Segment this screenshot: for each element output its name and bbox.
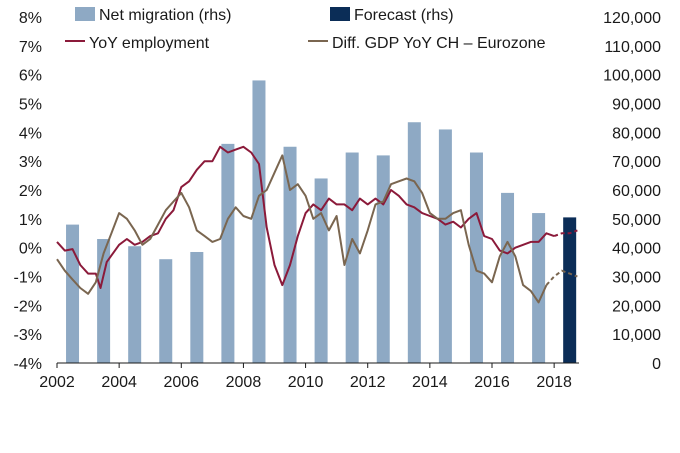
x-ticks: 2002 2004 2006 2008 2010 2012 2014 2016 2018 [39, 363, 572, 391]
legend: Net migration (rhs) Forecast (rhs) YoY e… [65, 7, 546, 52]
y-left-tick-label: 2% [19, 183, 42, 200]
y-left-ticks: 8% 7% 6% 5% 4% 3% 2% 1% 0% -1% -2% -3% -4% [14, 10, 42, 373]
y-left-tick-label: 0% [19, 241, 42, 258]
legend-label-net-migration: Net migration (rhs) [99, 7, 231, 24]
legend-label-forecast: Forecast (rhs) [354, 7, 454, 24]
x-tick-label: 2006 [163, 374, 199, 391]
x-tick-label: 2008 [226, 374, 262, 391]
bar [128, 246, 142, 363]
y-left-tick-label: 1% [19, 212, 42, 229]
y-left-tick-label: -3% [14, 327, 42, 344]
y-right-tick-label: 70,000 [612, 154, 661, 171]
bar [563, 217, 577, 363]
legend-swatch-forecast [330, 7, 350, 21]
y-right-tick-label: 60,000 [612, 183, 661, 200]
y-right-tick-label: 100,000 [603, 68, 661, 85]
axes-layer: 2002 2004 2006 2008 2010 2012 2014 2016 2018 8% 7… [14, 10, 662, 391]
y-left-tick-label: 4% [19, 125, 42, 142]
y-left-tick-label: 6% [19, 68, 42, 85]
bar [469, 152, 483, 363]
y-right-tick-label: 110,000 [604, 39, 661, 56]
legend-swatch-net-migration [75, 7, 95, 21]
y-right-tick-label: 0 [652, 356, 661, 373]
bar [532, 213, 546, 363]
bars-layer [66, 80, 577, 363]
y-right-tick-label: 10,000 [612, 327, 661, 344]
bar [501, 192, 515, 363]
y-right-tick-label: 50,000 [612, 212, 661, 229]
bar [159, 259, 173, 363]
bar [438, 129, 452, 363]
y-right-tick-label: 40,000 [612, 241, 661, 258]
y-right-tick-label: 20,000 [612, 298, 661, 315]
bar [97, 239, 111, 363]
y-right-tick-label: 120,000 [603, 10, 661, 27]
y-left-tick-label: 8% [19, 10, 42, 27]
x-tick-label: 2016 [474, 374, 510, 391]
y-left-tick-label: -4% [14, 356, 42, 373]
line-diff-gdp-yoy-ch-eurozone [56, 154, 548, 304]
bar [314, 178, 328, 363]
y-left-tick-label: -2% [14, 298, 42, 315]
x-tick-label: 2014 [412, 374, 448, 391]
x-tick-label: 2010 [288, 374, 324, 391]
legend-label-gdp-diff: Diff. GDP YoY CH – Eurozone [332, 35, 546, 52]
y-right-ticks: 120,000 110,000 100,000 90,000 80,000 70,000 6… [603, 10, 661, 373]
bar [221, 143, 235, 363]
bar [283, 146, 297, 363]
bar [190, 251, 204, 363]
lines-layer [56, 145, 578, 304]
y-right-tick-label: 80,000 [612, 125, 661, 142]
y-left-tick-label: 5% [19, 97, 42, 114]
y-left-tick-label: -1% [14, 270, 42, 287]
y-right-tick-label: 30,000 [612, 270, 661, 287]
x-tick-label: 2002 [39, 374, 75, 391]
x-tick-label: 2004 [101, 374, 137, 391]
x-tick-label: 2012 [350, 374, 386, 391]
legend-label-yoy-employment: YoY employment [89, 35, 210, 52]
bar [407, 122, 421, 363]
line-diff-gdp-yoy-ch-eurozone-forecast [545, 269, 578, 286]
bar [376, 155, 390, 363]
bar [345, 152, 359, 363]
y-left-tick-label: 3% [19, 154, 42, 171]
x-tick-label: 2018 [536, 374, 572, 391]
y-left-tick-label: 7% [19, 39, 42, 56]
bar [252, 80, 266, 363]
line-yoy-employment [56, 145, 555, 289]
y-right-tick-label: 90,000 [612, 97, 661, 114]
bar [66, 224, 80, 363]
